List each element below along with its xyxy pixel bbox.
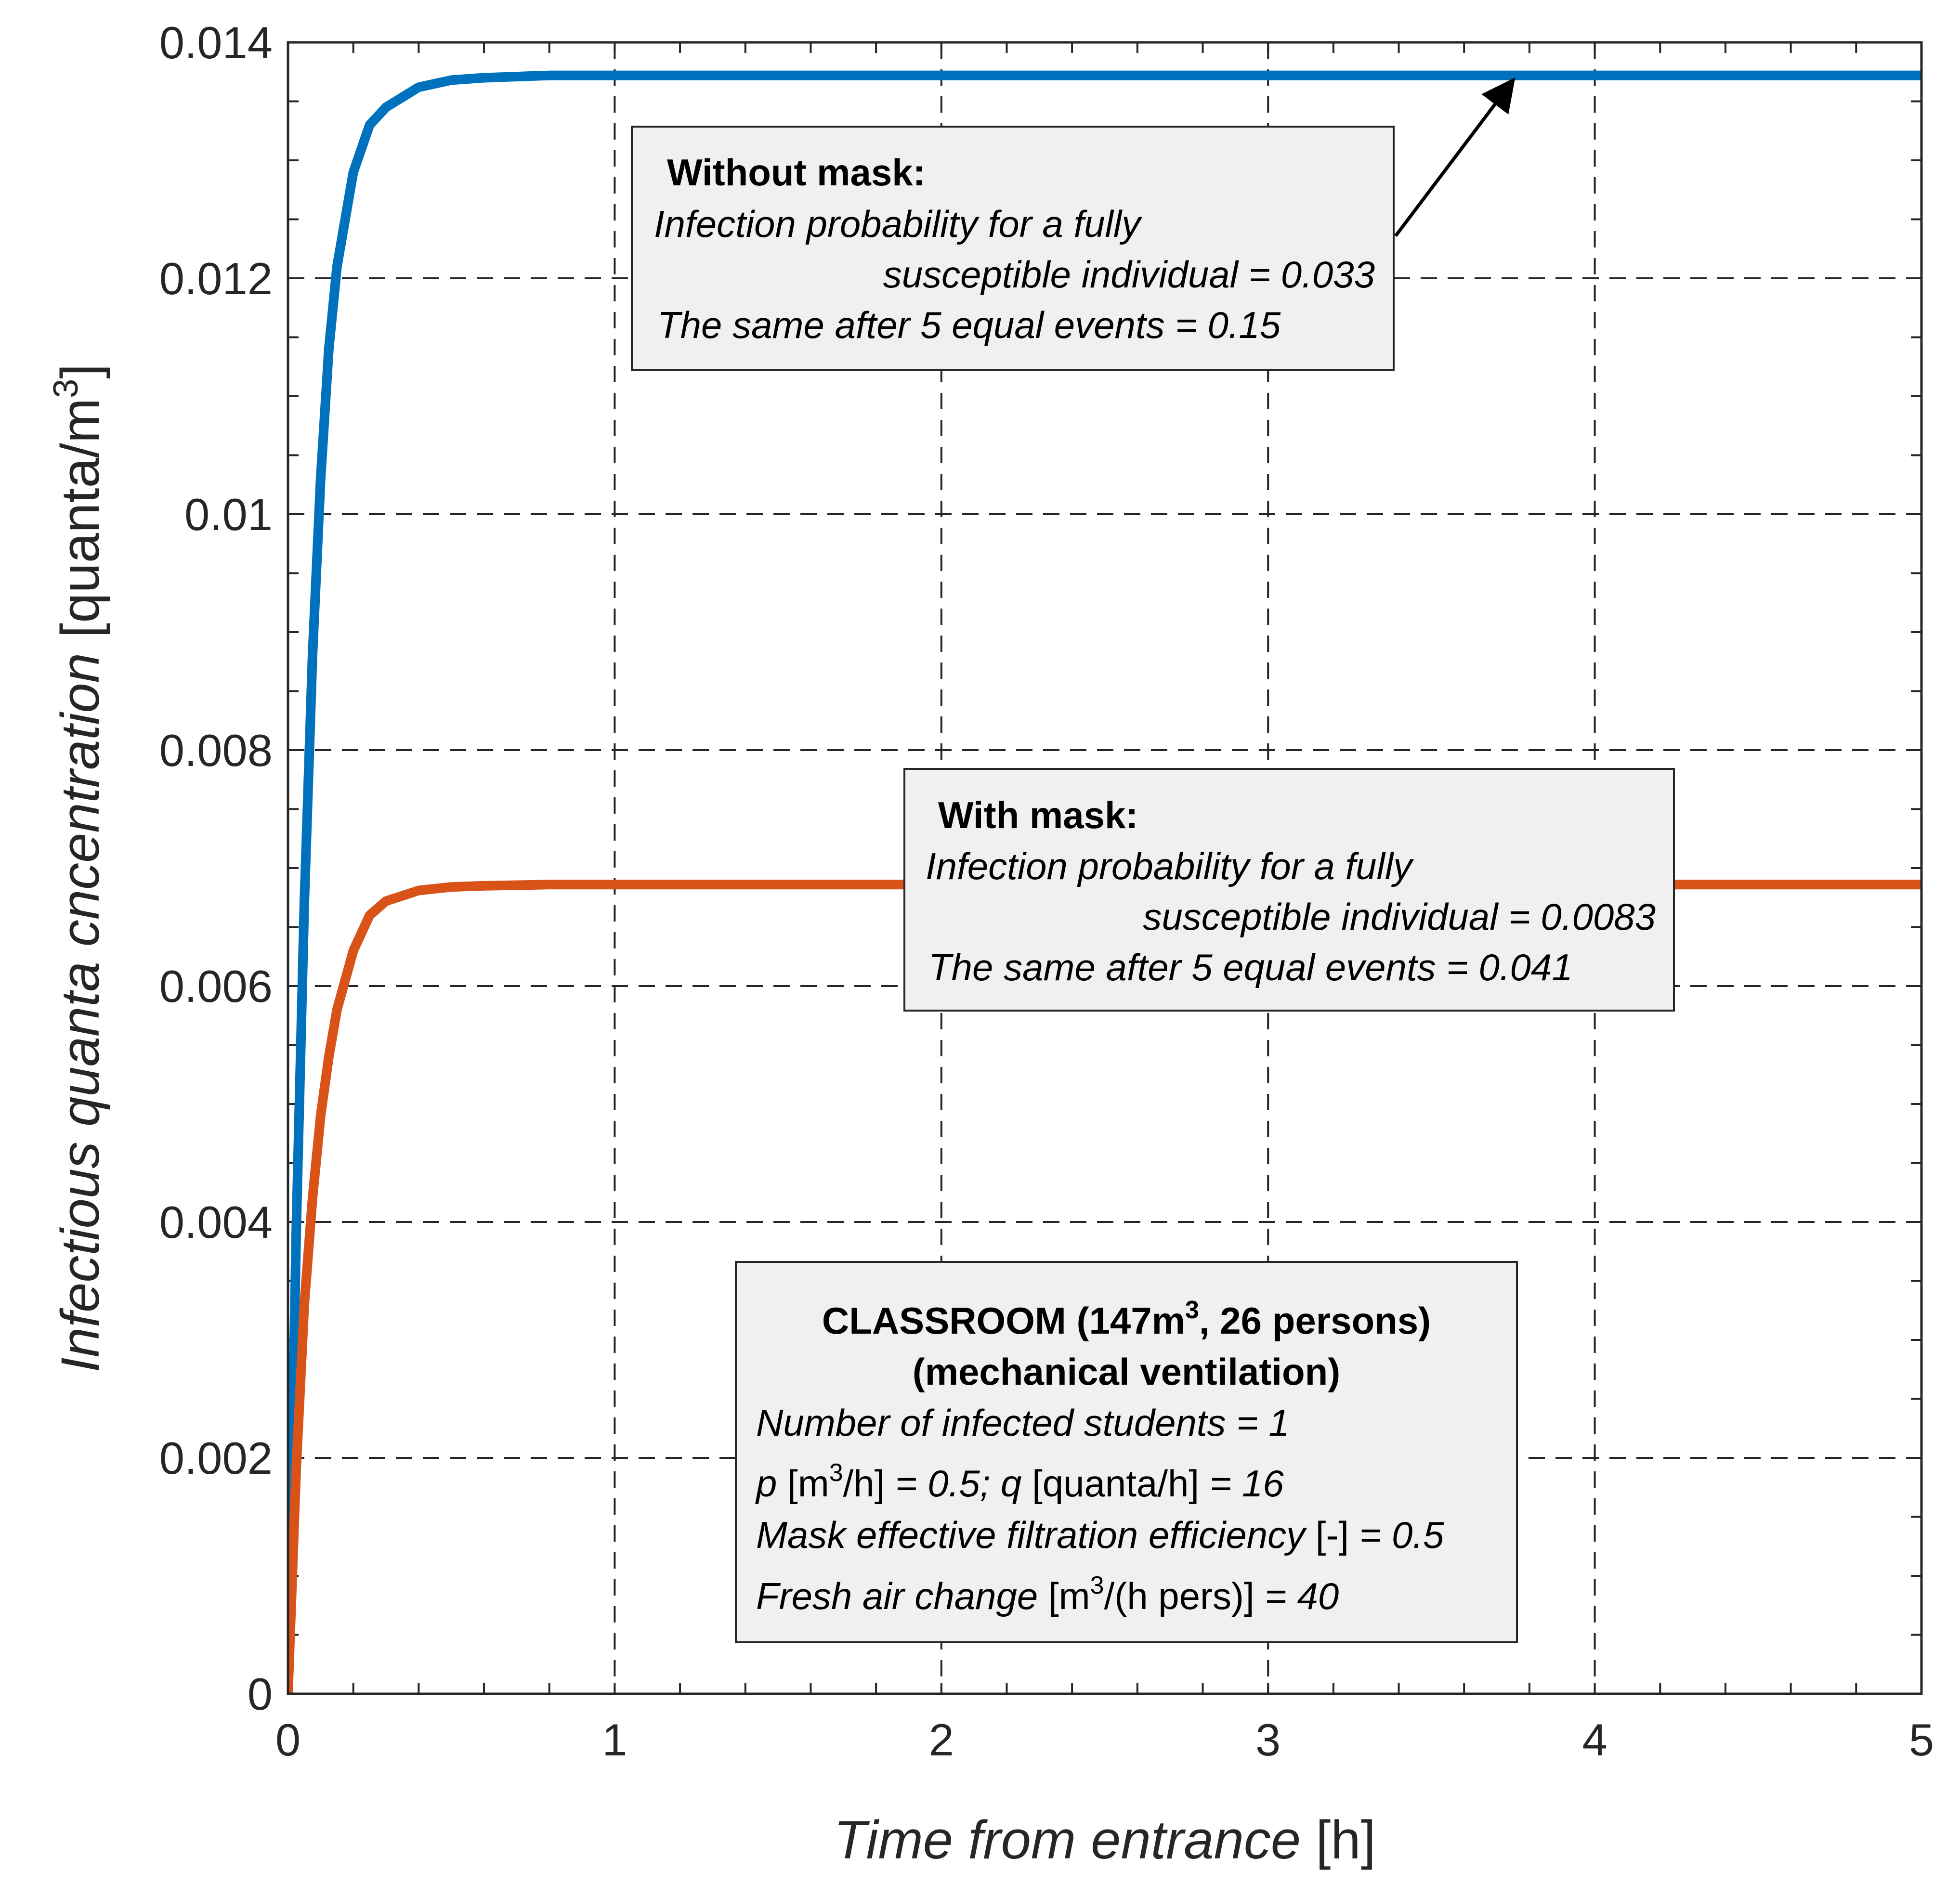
y-tick-label: 0.012 bbox=[159, 253, 273, 304]
annotation-with-mask-box bbox=[903, 768, 1675, 1012]
classroom-subtitle: (mechanical ventilation) bbox=[913, 1351, 1341, 1393]
x-tick-label: 4 bbox=[1582, 1714, 1607, 1765]
x-tick-label: 0 bbox=[275, 1714, 301, 1765]
y-tick-label: 0.01 bbox=[184, 489, 273, 540]
annotation-with-mask-line3: The same after 5 equal events = 0.041 bbox=[928, 946, 1573, 988]
annotation-without-mask-line3: The same after 5 equal events = 0.15 bbox=[657, 304, 1281, 346]
x-tick-label: 2 bbox=[929, 1714, 954, 1765]
annotation-without-mask-title: Without mask: bbox=[667, 151, 926, 194]
annotation-classroom: CLASSROOM (147m3, 26 persons) (mechanica… bbox=[735, 1261, 1518, 1643]
annotation-arrow bbox=[1394, 77, 1516, 237]
plot-frame bbox=[287, 41, 1923, 1695]
classroom-line3: Mask effective filtration efficiency [-]… bbox=[756, 1514, 1444, 1556]
y-axis-label: Infectious quanta cncentration [quanta/m… bbox=[47, 364, 110, 1373]
y-tick-label: 0.014 bbox=[159, 17, 273, 68]
y-tick-label: 0.002 bbox=[159, 1433, 273, 1483]
annotation-classroom-box bbox=[735, 1261, 1518, 1643]
y-tick-label: 0.006 bbox=[159, 961, 273, 1012]
annotation-with-mask: With mask: Infection probability for a f… bbox=[903, 768, 1675, 1012]
y-tick-label: 0 bbox=[248, 1669, 273, 1719]
annotation-with-mask-title: With mask: bbox=[938, 794, 1138, 836]
annotation-without-mask-line1: Infection probability for a fully bbox=[654, 203, 1142, 245]
classroom-line1: Number of infected students = 1 bbox=[756, 1402, 1290, 1444]
classroom-line2: p [m3/h] = 0.5; q [quanta/h] = 16 bbox=[755, 1459, 1284, 1505]
y-tick-labels: 0 0.002 0.004 0.006 0.008 0.01 0.012 0.014 bbox=[159, 17, 273, 1719]
x-tick-labels: 0 1 2 3 4 5 bbox=[275, 1714, 1934, 1765]
annotation-without-mask-box bbox=[631, 126, 1395, 371]
y-tick-label: 0.004 bbox=[159, 1197, 273, 1247]
classroom-line4: Fresh air change [m3/(h pers)] = 40 bbox=[756, 1571, 1339, 1617]
annotation-without-mask-line2: susceptible individual = 0.033 bbox=[883, 253, 1375, 296]
x-tick-label: 5 bbox=[1909, 1714, 1934, 1765]
x-tick-label: 1 bbox=[602, 1714, 627, 1765]
x-axis-label: Time from entrance [h] bbox=[834, 1810, 1376, 1870]
annotation-with-mask-line1: Infection probability for a fully bbox=[926, 845, 1414, 887]
series-line-1 bbox=[288, 70, 1921, 1694]
annotation-with-mask-line2: susceptible individual = 0.0083 bbox=[1143, 896, 1656, 938]
y-tick-label: 0.008 bbox=[159, 725, 273, 776]
classroom-title: CLASSROOM (147m3, 26 persons) bbox=[822, 1296, 1431, 1342]
x-tick-label: 3 bbox=[1255, 1714, 1281, 1765]
annotation-without-mask: Without mask: Infection probability for … bbox=[631, 126, 1395, 371]
